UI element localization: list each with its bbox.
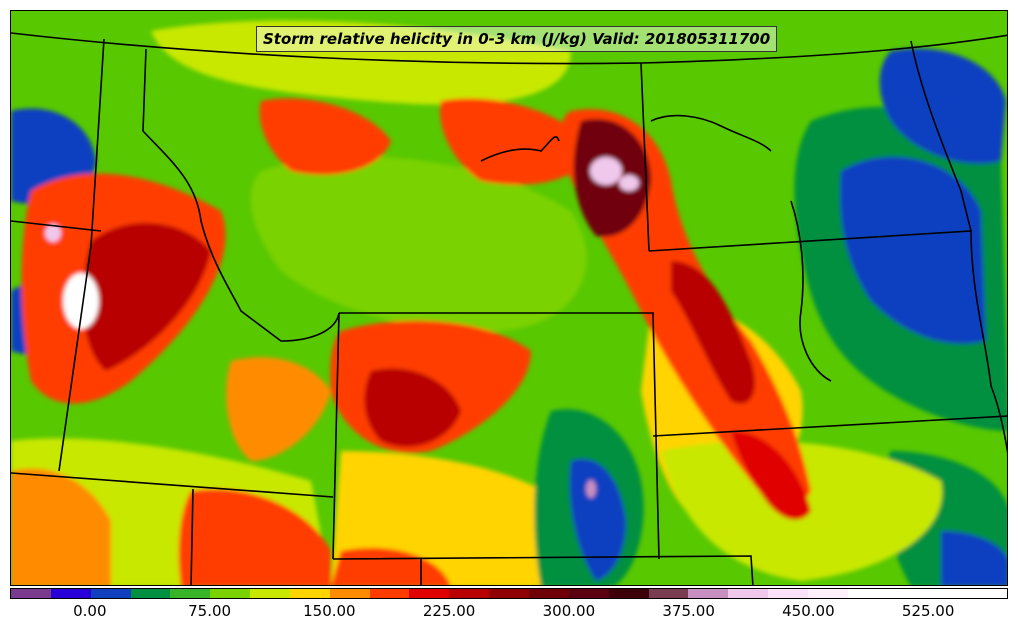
colorbar-swatch — [50, 589, 91, 598]
colorbar-labels: 0.00 75.00 150.00 225.00 300.00 375.00 450.00 5… — [0, 602, 1018, 626]
extreme-helicity-spot-dakota-2 — [619, 175, 639, 191]
colorbar-swatch — [528, 589, 569, 598]
blue-tongue-south-central — [569, 459, 626, 581]
colorbar-swatch — [768, 589, 808, 598]
colorbar-swatch — [608, 589, 649, 598]
colorbar-swatch — [449, 589, 490, 598]
low-helicity-core-southeast — [941, 531, 1007, 585]
boundary-utah-arizona — [11, 472, 334, 498]
extreme-helicity-spot-west — [63, 273, 99, 329]
colorbar-swatch — [728, 589, 769, 598]
colorbar-swatch — [369, 589, 410, 598]
colorbar-swatch — [289, 589, 330, 598]
colorbar — [10, 588, 1008, 599]
state-boundaries — [11, 32, 1007, 585]
extreme-helicity-spot-dakota — [590, 157, 622, 185]
colorbar-tick-label: 150.00 — [303, 602, 356, 620]
high-helicity-streak-kansas — [731, 431, 811, 520]
colorbar-tick-label: 450.00 — [782, 602, 835, 620]
boundary-arizona-nevada — [190, 488, 194, 585]
high-helicity-streak-plains — [671, 261, 755, 404]
boundary-kansas — [652, 415, 1007, 437]
high-helicity-band-southwest — [11, 468, 111, 585]
boundary-nebraska — [648, 230, 992, 387]
boundary-iowa — [990, 385, 1007, 454]
high-helicity-core-colorado — [364, 368, 461, 447]
moderate-band-central — [250, 156, 587, 331]
boundary-missouri-river — [790, 200, 832, 382]
colorbar-swatch — [967, 589, 1008, 598]
colorbar-swatch — [210, 589, 251, 598]
boundary-west-coast-lake — [11, 220, 102, 232]
colorbar-tick-label: 300.00 — [542, 602, 596, 620]
colorbar-swatch — [130, 589, 171, 598]
colorbar-tick-label: 75.00 — [188, 602, 232, 620]
colorbar-swatch — [329, 589, 370, 598]
colorbar-swatch — [847, 589, 888, 598]
map-title: Storm relative helicity in 0-3 km (J/kg)… — [256, 26, 778, 52]
high-helicity-core-west — [82, 222, 211, 371]
helicity-field — [11, 20, 1007, 585]
colorbar-tick-label: 525.00 — [901, 602, 955, 620]
low-helicity-region-northeast — [879, 48, 1006, 164]
boundary-wyoming — [332, 312, 340, 560]
high-helicity-band-montana — [440, 98, 591, 185]
colorbar-swatch — [927, 589, 968, 598]
extreme-helicity-spot-northwest — [45, 224, 61, 242]
colorbar-swatch — [250, 589, 290, 598]
low-helicity-core-east — [840, 156, 986, 344]
colorbar-swatch — [489, 589, 529, 598]
colorbar-swatch — [11, 589, 51, 598]
high-helicity-band-utah — [226, 357, 331, 461]
boundary-colorado-north — [339, 312, 660, 560]
helicity-map — [11, 11, 1007, 585]
boundary-northern-border — [11, 32, 1007, 65]
colorbar-tick-label: 225.00 — [422, 602, 476, 620]
colorbar-swatch — [688, 589, 729, 598]
boundary-idaho-montana — [58, 38, 105, 472]
extreme-helicity-spot-south — [586, 480, 596, 498]
boundary-lake-montana — [480, 136, 560, 162]
colorbar-swatch — [807, 589, 848, 598]
high-helicity-band-arizona — [178, 489, 331, 585]
high-helicity-band-idaho — [259, 98, 391, 175]
map-panel: Storm relative helicity in 0-3 km (J/kg)… — [10, 10, 1008, 586]
boundary-dakota-west — [640, 62, 650, 252]
boundary-montana-west — [142, 48, 340, 342]
boundary-lake-shore — [650, 114, 772, 152]
colorbar-swatch — [568, 589, 609, 598]
colorbar-tick-label: 0.00 — [73, 602, 107, 620]
boundary-minnesota — [910, 40, 972, 232]
colorbar-swatch — [90, 589, 131, 598]
boundary-oklahoma — [332, 555, 754, 585]
colorbar-swatch — [648, 589, 689, 598]
colorbar-tick-label: 375.00 — [662, 602, 715, 620]
colorbar-swatch — [887, 589, 928, 598]
colorbar-swatch — [409, 589, 450, 598]
colorbar-swatch — [170, 589, 211, 598]
